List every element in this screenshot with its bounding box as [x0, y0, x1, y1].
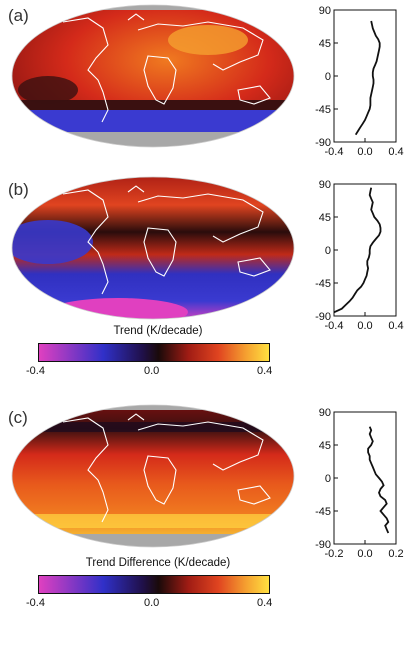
- map-b-magenta-south: [48, 298, 188, 319]
- profile-a-ytick-label: -90: [315, 137, 331, 149]
- map-c-yellow-band: [12, 514, 294, 528]
- map-a: [11, 4, 295, 148]
- profile-a-xtick-label: 0.0: [357, 146, 372, 158]
- profile-c-ytick-label: 45: [319, 440, 331, 452]
- colorbar-2-tick-mid: 0.0: [144, 597, 160, 609]
- profile-a-ytick-label: 0: [325, 71, 331, 83]
- map-c-dark-band: [12, 422, 294, 432]
- colorbar-1-tick-max: 0.4: [257, 365, 273, 377]
- profile-c-ytick-label: 90: [319, 407, 331, 419]
- profile-b-ytick-label: -45: [315, 278, 331, 290]
- colorbar-1-tick-mid: 0.0: [144, 365, 160, 377]
- profile-c: 90 45 0 -45 -90-0.2 0.0 0.2: [315, 407, 404, 560]
- map-a-coastlines: [62, 13, 271, 123]
- profile-b-ytick-label: 0: [325, 245, 331, 257]
- profile-b-ytick-label: 45: [319, 212, 331, 224]
- map-c-polar-south: [12, 534, 294, 547]
- profile-b-frame: [333, 183, 397, 317]
- profile-a: 90 45 0 -45 -90-0.4 0.0 0.4: [315, 5, 404, 158]
- profile-a-series-line: [354, 20, 381, 136]
- profile-a-ytick-label: -45: [315, 104, 331, 116]
- colorbar-2-tick-max: 0.4: [257, 597, 273, 609]
- map-a-pacific-dark: [18, 76, 78, 104]
- profile-c-xtick-label: -0.2: [325, 548, 344, 560]
- map-a-polar-north: [12, 5, 294, 10]
- colorbar-1: [38, 343, 270, 362]
- profile-c-ytick-label: -45: [315, 506, 331, 518]
- profile-a-frame: [333, 9, 397, 143]
- panel-label-b: (b): [8, 180, 29, 199]
- profile-a-xtick-label: -0.4: [325, 146, 344, 158]
- map-b: [11, 176, 295, 320]
- panel-label-c: (c): [8, 408, 28, 427]
- profile-c-ytick-label: 0: [325, 473, 331, 485]
- map-a-southern-dark: [12, 100, 294, 110]
- map-b-pacific-blue: [12, 220, 93, 264]
- profile-b-xtick-label: -0.4: [325, 320, 344, 332]
- map-a-southern-ocean-blue: [12, 108, 294, 132]
- map-c: [11, 404, 295, 548]
- profile-b-xtick-label: 0.4: [388, 320, 403, 332]
- profile-c-series-line: [367, 426, 390, 534]
- colorbar-2-tick-min: -0.4: [26, 597, 45, 609]
- map-c-coastlines: [62, 413, 271, 523]
- colorbar-2: [38, 575, 270, 594]
- profile-a-ytick-label: 45: [319, 38, 331, 50]
- map-a-warm-patch: [168, 25, 248, 55]
- profile-a-xtick-label: 0.4: [388, 146, 403, 158]
- panel-label-a: (a): [8, 6, 29, 25]
- profile-b-xtick-label: 0.0: [357, 320, 372, 332]
- map-b-coastlines: [62, 185, 271, 295]
- profile-c-ytick-label: -90: [315, 539, 331, 551]
- colorbar-2-title: Trend Difference (K/decade): [85, 557, 231, 569]
- profile-b-ytick-label: 90: [319, 179, 331, 191]
- colorbar-1-title: Trend (K/decade): [113, 325, 203, 337]
- profile-b-series-line: [333, 187, 382, 314]
- colorbar-1-tick-min: -0.4: [26, 365, 45, 377]
- profile-c-xtick-label: 0.2: [388, 548, 403, 560]
- profile-b-ytick-label: -90: [315, 311, 331, 323]
- map-c-polar-north: [12, 405, 294, 410]
- profile-b: 90 45 0 -45 -90-0.4 0.0 0.4: [315, 179, 404, 332]
- profile-c-xtick-label: 0.0: [357, 548, 372, 560]
- profile-a-ytick-label: 90: [319, 5, 331, 17]
